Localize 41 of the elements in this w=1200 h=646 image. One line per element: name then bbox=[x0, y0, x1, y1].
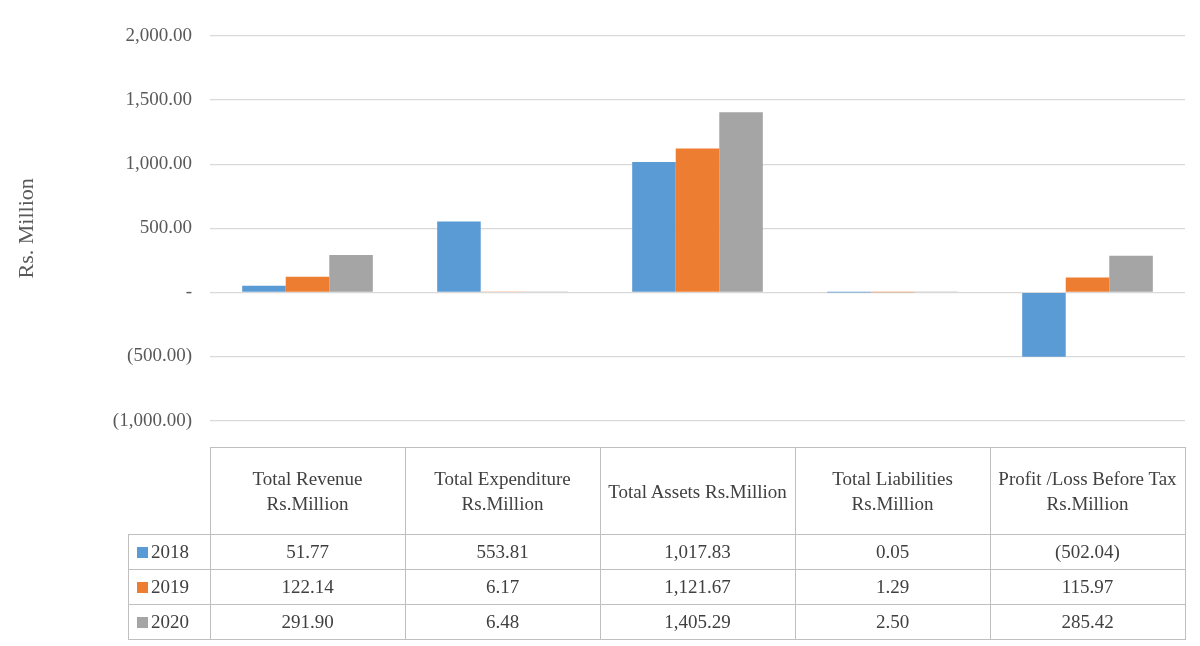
data-label: 1,121.67 bbox=[600, 569, 795, 605]
data-label: 6.48 bbox=[405, 604, 600, 640]
bar bbox=[1065, 277, 1110, 292]
bar bbox=[285, 276, 330, 292]
x-tick-label: Total Revenue Rs.Million bbox=[210, 447, 405, 535]
x-tick-label: Total Expenditure Rs.Million bbox=[405, 447, 600, 535]
data-label: 1,405.29 bbox=[600, 604, 795, 640]
y-tick-label: 1,000.00 bbox=[125, 152, 192, 174]
data-label: 1.29 bbox=[795, 569, 990, 605]
data-label: 115.97 bbox=[990, 569, 1185, 605]
y-tick-label: 2,000.00 bbox=[125, 23, 192, 45]
legend-label: 2018 bbox=[128, 534, 210, 570]
x-tick-label: Profit /Loss Before Tax Rs.Million bbox=[990, 447, 1185, 535]
x-tick-label: Total Liabilities Rs.Million bbox=[795, 447, 990, 535]
y-tick-label: (1,000.00) bbox=[112, 408, 192, 431]
legend-label: 2020 bbox=[128, 604, 210, 640]
bar bbox=[1109, 255, 1153, 292]
data-label: 6.17 bbox=[405, 569, 600, 605]
y-tick-label: (500.00) bbox=[127, 344, 192, 367]
data-label: 51.77 bbox=[210, 534, 405, 570]
bar bbox=[1022, 293, 1066, 357]
data-label: (502.04) bbox=[990, 534, 1185, 570]
data-label: 0.05 bbox=[795, 534, 990, 570]
bar bbox=[329, 254, 373, 292]
bar bbox=[632, 161, 676, 292]
data-label: 122.14 bbox=[210, 569, 405, 605]
bar bbox=[437, 221, 481, 292]
data-label: 1,017.83 bbox=[600, 534, 795, 570]
y-axis-title: Rs. Million bbox=[12, 178, 38, 279]
bar bbox=[675, 148, 720, 292]
legend-label: 2019 bbox=[128, 569, 210, 605]
y-tick-label: - bbox=[185, 280, 192, 302]
data-label: 2.50 bbox=[795, 604, 990, 640]
x-tick-label: Total Assets Rs.Million bbox=[600, 447, 795, 535]
y-tick-label: 1,500.00 bbox=[125, 88, 192, 110]
bar bbox=[719, 112, 763, 292]
y-tick-label: 500.00 bbox=[139, 216, 192, 238]
bar bbox=[242, 285, 286, 292]
data-label: 291.90 bbox=[210, 604, 405, 640]
data-label: 285.42 bbox=[990, 604, 1185, 640]
data-label: 553.81 bbox=[405, 534, 600, 570]
